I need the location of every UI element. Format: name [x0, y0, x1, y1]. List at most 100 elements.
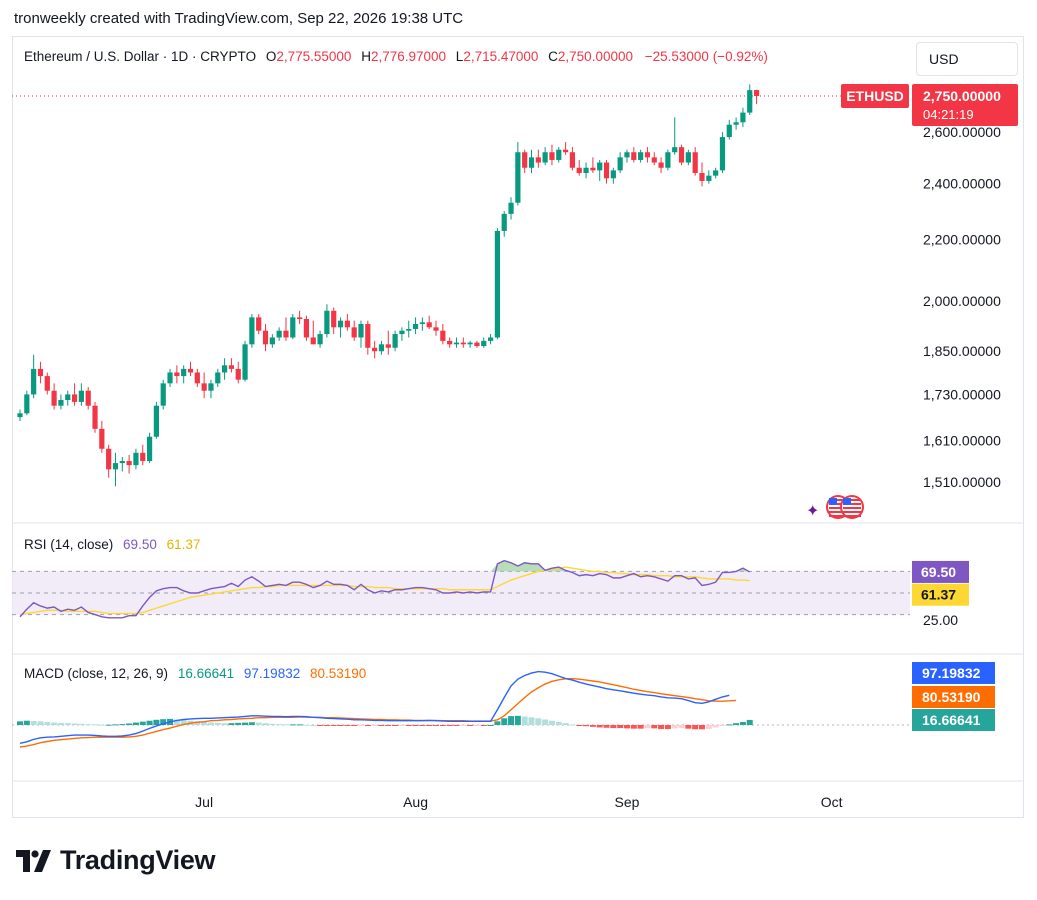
candle-body: [99, 428, 105, 449]
candle-body: [631, 152, 637, 160]
candle-body: [610, 170, 616, 179]
macd-histogram-bar: [589, 725, 596, 727]
candle-body: [365, 323, 371, 348]
macd-histogram-bar: [289, 724, 296, 726]
macd-histogram-bar: [221, 723, 228, 725]
macd-histogram-bar: [119, 724, 126, 726]
candle-body: [290, 317, 296, 338]
candle-body: [392, 334, 398, 348]
tradingview-logo-icon: [16, 849, 51, 872]
time-tick-label: Jul: [195, 794, 213, 810]
price-tick-label: 2,200.00000: [923, 232, 1001, 248]
candle-body: [262, 330, 269, 345]
macd-histogram-bar: [235, 722, 242, 725]
macd-histogram-bar: [548, 720, 555, 725]
events-icon-stripe: [843, 499, 861, 501]
currency-button[interactable]: USD: [916, 42, 1018, 76]
macd-histogram-bar: [746, 719, 753, 725]
rsi-ma-line: [19, 566, 750, 616]
macd-histogram-bar: [542, 719, 549, 725]
macd-histogram-bar: [364, 725, 371, 726]
candle-body: [726, 124, 732, 138]
candle-body: [331, 310, 337, 328]
symbol-title[interactable]: Ethereum / U.S. Dollar · 1D · CRYPTO: [24, 49, 257, 64]
candle-body: [433, 327, 439, 331]
candle-body: [406, 329, 412, 331]
candle-body: [146, 436, 153, 462]
rsi-ma-value: 61.37: [166, 537, 201, 552]
macd-histogram-bar: [392, 725, 399, 726]
rsi-ma-tag: [912, 583, 969, 606]
candle-body: [112, 463, 119, 470]
macd-signal-value: 80.53190: [309, 666, 367, 681]
macd-histogram-bar: [112, 724, 119, 726]
candle-body: [208, 383, 214, 391]
candle-body: [71, 394, 78, 402]
candle-body: [583, 167, 589, 174]
macd-histogram-bar: [494, 721, 501, 725]
candle-body: [283, 330, 289, 338]
candle-body: [542, 152, 548, 163]
candle-body: [181, 368, 187, 377]
candle-body: [51, 390, 57, 406]
macd-histogram-bar: [371, 725, 378, 726]
macd-histogram-bar: [487, 725, 494, 726]
time-tick-label: Oct: [821, 794, 843, 810]
macd-histogram-bar: [337, 725, 344, 726]
macd-histogram-bar: [712, 725, 719, 728]
macd-histogram-bar: [508, 716, 515, 725]
price-tick-label: 2,000.00000: [923, 293, 1001, 309]
us-flag-stripe: [829, 515, 847, 517]
macd-histogram-bar: [473, 725, 480, 726]
macd-histogram-bar: [705, 725, 712, 729]
price-tick-label: 1,610.00000: [923, 433, 1001, 449]
candle-body: [719, 137, 726, 171]
macd-histogram-bar: [658, 725, 665, 729]
macd-line-value: 97.19832: [243, 666, 301, 681]
macd-histogram-bar: [180, 720, 187, 725]
candle-body: [31, 368, 37, 395]
candle-body: [549, 152, 555, 160]
candle-body: [153, 405, 159, 437]
macd-histogram-bar: [419, 725, 426, 726]
macd-histogram-bar: [514, 715, 521, 725]
candle-body: [658, 162, 664, 168]
rsi-tick-label: 25.00: [923, 612, 958, 628]
candle-body: [699, 173, 705, 181]
macd-histogram-bar: [276, 724, 283, 726]
last-price-tag: [912, 84, 1018, 126]
us-flag-stripe: [829, 511, 847, 513]
candle-body: [576, 167, 582, 174]
candle-body: [378, 344, 385, 352]
candle-body: [556, 149, 562, 160]
macd-histogram-bar: [242, 722, 249, 725]
brand-logo[interactable]: TradingView: [16, 845, 216, 876]
macd-label[interactable]: MACD (close, 12, 26, 9): [24, 666, 169, 681]
macd-histogram-bar: [317, 725, 324, 726]
macd-histogram-bar: [64, 723, 71, 725]
macd-histogram-bar: [37, 721, 44, 725]
chart-attribution: tronweekly created with TradingView.com,…: [14, 10, 464, 27]
us-flag-stripe: [829, 503, 847, 505]
rsi-label[interactable]: RSI (14, close): [24, 537, 114, 552]
candle-body: [119, 461, 125, 464]
macd-histogram-bar: [555, 721, 562, 725]
candle-body: [249, 317, 255, 345]
macd-histogram-bar: [664, 725, 671, 729]
macd-histogram-bar: [623, 725, 630, 729]
macd-histogram-bar: [685, 725, 692, 729]
chart-frame: [12, 36, 1024, 818]
candle-body: [460, 342, 466, 345]
candle-body: [624, 152, 630, 158]
candle-body: [17, 413, 23, 418]
macd-histogram-bar: [644, 725, 651, 729]
macd-histogram-bar: [630, 725, 637, 729]
candle-body: [644, 152, 651, 158]
macd-histogram-bar: [733, 723, 740, 725]
macd-histogram-bar: [228, 723, 235, 725]
candle-body: [706, 175, 712, 181]
macd-histogram-bar: [501, 718, 508, 725]
candle-body: [399, 330, 405, 335]
macd-histogram-bar: [132, 722, 139, 725]
